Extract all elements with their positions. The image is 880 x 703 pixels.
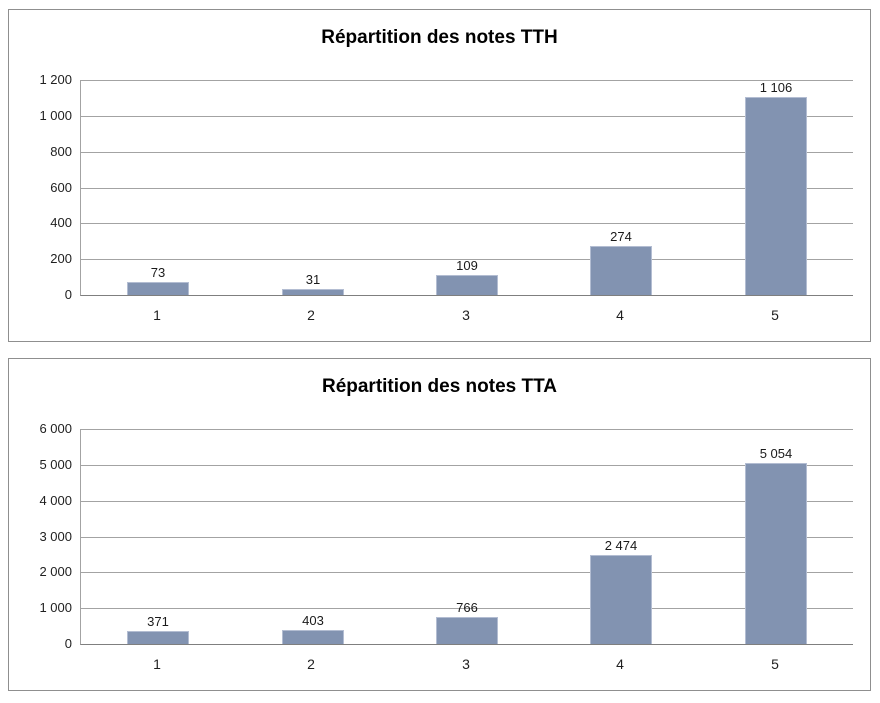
y-axis-tick-label: 1 200: [39, 72, 72, 87]
bar-value-label: 31: [305, 272, 321, 287]
bar-category-3: [436, 275, 498, 295]
chart-title-tta: Répartition des notes TTA: [321, 376, 558, 397]
y-axis-tick-label: 400: [50, 215, 72, 230]
bar-value-label: 766: [456, 600, 478, 615]
bar-value-label: 403: [302, 613, 324, 628]
gridline: [81, 537, 853, 538]
y-axis-tick-label: 0: [64, 287, 72, 302]
bar-value-label: 274: [610, 229, 632, 244]
gridline: [81, 188, 853, 189]
x-axis-category-label: 2: [307, 656, 315, 672]
bar-value-label: 5 054: [759, 446, 793, 461]
bar-category-2: [282, 289, 344, 295]
chart-tta: Répartition des notes TTA 371 403 766 2 474…: [8, 358, 871, 691]
gridline: [81, 572, 853, 573]
gridline: [81, 501, 853, 502]
bar-value-label: 73: [150, 265, 166, 280]
bar-value-label: 109: [456, 258, 478, 273]
bar-category-5: [745, 97, 807, 295]
bar-category-1: [127, 282, 189, 295]
y-axis-tick-label: 800: [50, 144, 72, 159]
gridline: [81, 465, 853, 466]
chart-title-tth: Répartition des notes TTH: [321, 27, 558, 48]
gridline: [81, 429, 853, 430]
bar-category-1: [127, 631, 189, 644]
x-axis-category-label: 4: [616, 656, 624, 672]
x-axis-category-label: 1: [153, 307, 161, 323]
x-axis-category-label: 5: [771, 307, 779, 323]
plot-area-tth: 73 31 109 274 1 106: [80, 80, 853, 296]
bar-category-2: [282, 630, 344, 644]
x-axis-category-label: 5: [771, 656, 779, 672]
y-axis-tick-label: 1 000: [39, 600, 72, 615]
y-axis-tick-label: 3 000: [39, 529, 72, 544]
y-axis-tick-label: 1 000: [39, 108, 72, 123]
y-axis-tick-label: 200: [50, 251, 72, 266]
bar-category-3: [436, 617, 498, 644]
y-axis-tick-label: 600: [50, 180, 72, 195]
gridline: [81, 80, 853, 81]
x-axis-category-label: 2: [307, 307, 315, 323]
gridline: [81, 608, 853, 609]
y-axis-tick-label: 4 000: [39, 493, 72, 508]
x-axis-category-label: 3: [462, 307, 470, 323]
gridline: [81, 116, 853, 117]
bar-category-4: [590, 555, 652, 644]
gridline: [81, 152, 853, 153]
x-axis-category-label: 4: [616, 307, 624, 323]
gridline: [81, 223, 853, 224]
x-axis-category-label: 1: [153, 656, 161, 672]
y-axis-tick-label: 0: [64, 636, 72, 651]
y-axis-tick-label: 2 000: [39, 564, 72, 579]
gridline: [81, 259, 853, 260]
bar-value-label: 371: [147, 614, 169, 629]
y-axis-tick-label: 5 000: [39, 457, 72, 472]
bar-value-label: 2 474: [604, 538, 638, 553]
bar-category-5: [745, 463, 807, 644]
bar-category-4: [590, 246, 652, 295]
plot-area-tta: 371 403 766 2 474 5 054: [80, 429, 853, 645]
y-axis-tick-label: 6 000: [39, 421, 72, 436]
x-axis-category-label: 3: [462, 656, 470, 672]
chart-tth: Répartition des notes TTH 73 31 109 274 1 10…: [8, 9, 871, 342]
bar-value-label: 1 106: [759, 80, 793, 95]
